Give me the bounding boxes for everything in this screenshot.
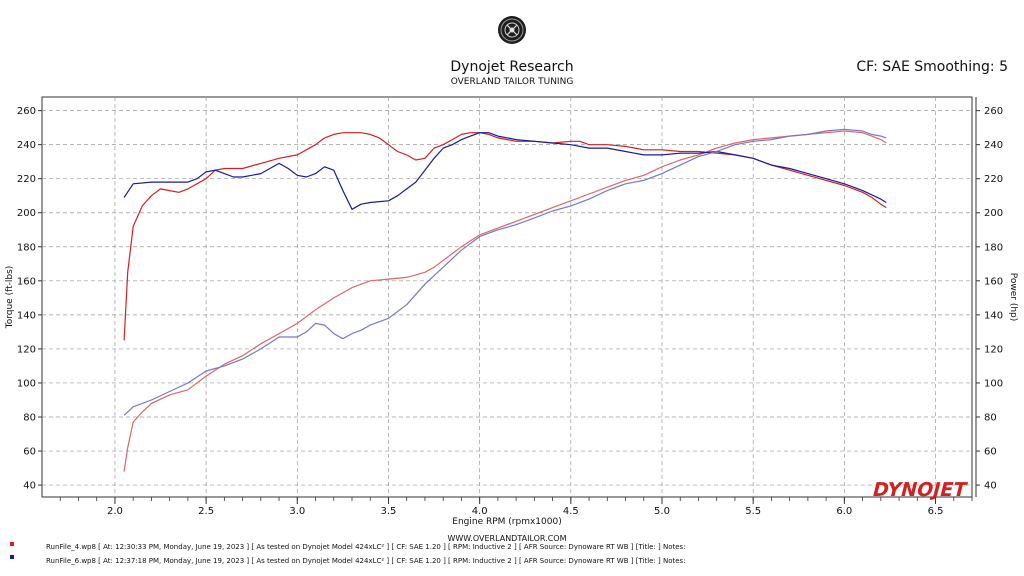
y-left-ticks: 40 60 80 100 120 140 160 180 200 220 240 260 (17, 106, 42, 492)
dynojet-logo: DYNOJET (870, 478, 970, 501)
y-left-tick-label: 220 (17, 174, 36, 185)
y-left-tick-label: 120 (17, 344, 36, 355)
y-right-tick-label: 100 (984, 378, 1003, 389)
run1-info: RunFile_4.wp8 [ At: 12:30:33 PM, Monday,… (46, 543, 686, 551)
y-right-tick-label: 200 (984, 208, 1003, 219)
website-watermark: WWW.OVERLANDTAILOR.COM (447, 534, 566, 543)
y-left-tick-label: 60 (23, 447, 36, 458)
y-right-tick-label: 220 (984, 174, 1003, 185)
x-tick-label: 4.0 (472, 506, 488, 517)
chart-title: Dynojet Research (450, 59, 573, 75)
y-left-tick-label: 140 (17, 310, 36, 321)
series-lines (123, 128, 887, 472)
y-left-tick-label: 260 (17, 106, 36, 117)
y-right-tick-label: 180 (984, 242, 1003, 253)
y-left-tick-label: 40 (23, 481, 36, 492)
y-axis-left-title: Torque (ft-lbs) (5, 266, 15, 330)
y-right-tick-label: 80 (984, 413, 997, 424)
y-left-tick-label: 200 (17, 208, 36, 219)
x-tick-label: 2.5 (198, 506, 214, 517)
x-axis-title: Engine RPM (rpmx1000) (452, 517, 561, 527)
x-tick-label: 6.0 (836, 506, 852, 517)
x-minor-ticks (59, 497, 973, 501)
y-right-tick-label: 140 (984, 310, 1003, 321)
y-left-tick-label: 80 (23, 413, 36, 424)
y-right-tick-label: 240 (984, 140, 1003, 151)
y-left-tick-label: 180 (17, 242, 36, 253)
y-right-tick-label: 40 (984, 481, 997, 492)
y-right-tick-label: 60 (984, 447, 997, 458)
y-right-tick-label: 120 (984, 344, 1003, 355)
x-tick-label: 2.0 (107, 506, 123, 517)
x-tick-label: 6.5 (928, 506, 944, 517)
y-axis-right-title: Power (hp) (1008, 273, 1018, 322)
plot-frame (41, 96, 973, 498)
y-right-tick-label: 160 (984, 276, 1003, 287)
x-tick-label: 5.5 (745, 506, 761, 517)
run2-marker (10, 555, 14, 559)
dynojet-badge-icon (498, 16, 526, 44)
run2-torque-line (123, 132, 887, 210)
y-right-ticks: 40 60 80 100 120 140 160 180 200 220 240 260 (976, 106, 1003, 492)
y-left-tick-label: 240 (17, 140, 36, 151)
run1-marker (10, 542, 14, 546)
chart-subtitle: OVERLAND TAILOR TUNING (451, 77, 574, 87)
grid (42, 97, 972, 497)
svg-text:DYNOJET: DYNOJET (870, 478, 970, 501)
y-left-tick-label: 160 (17, 276, 36, 287)
run2-info: RunFile_6.wp8 [ At: 12:37:18 PM, Monday,… (46, 557, 686, 565)
y-left-tick-label: 100 (17, 378, 36, 389)
x-tick-label: 4.5 (563, 506, 579, 517)
x-tick-label: 5.0 (654, 506, 670, 517)
y-right-tick-label: 260 (984, 106, 1003, 117)
run2-power-line (123, 128, 887, 416)
x-tick-label: 3.0 (289, 506, 305, 517)
x-tick-label: 3.5 (381, 506, 397, 517)
x-ticks: 2.0 2.5 3.0 3.5 4.0 4.5 5.0 5.5 6.0 6.5 (107, 497, 943, 517)
correction-info: CF: SAE Smoothing: 5 (856, 59, 1008, 75)
